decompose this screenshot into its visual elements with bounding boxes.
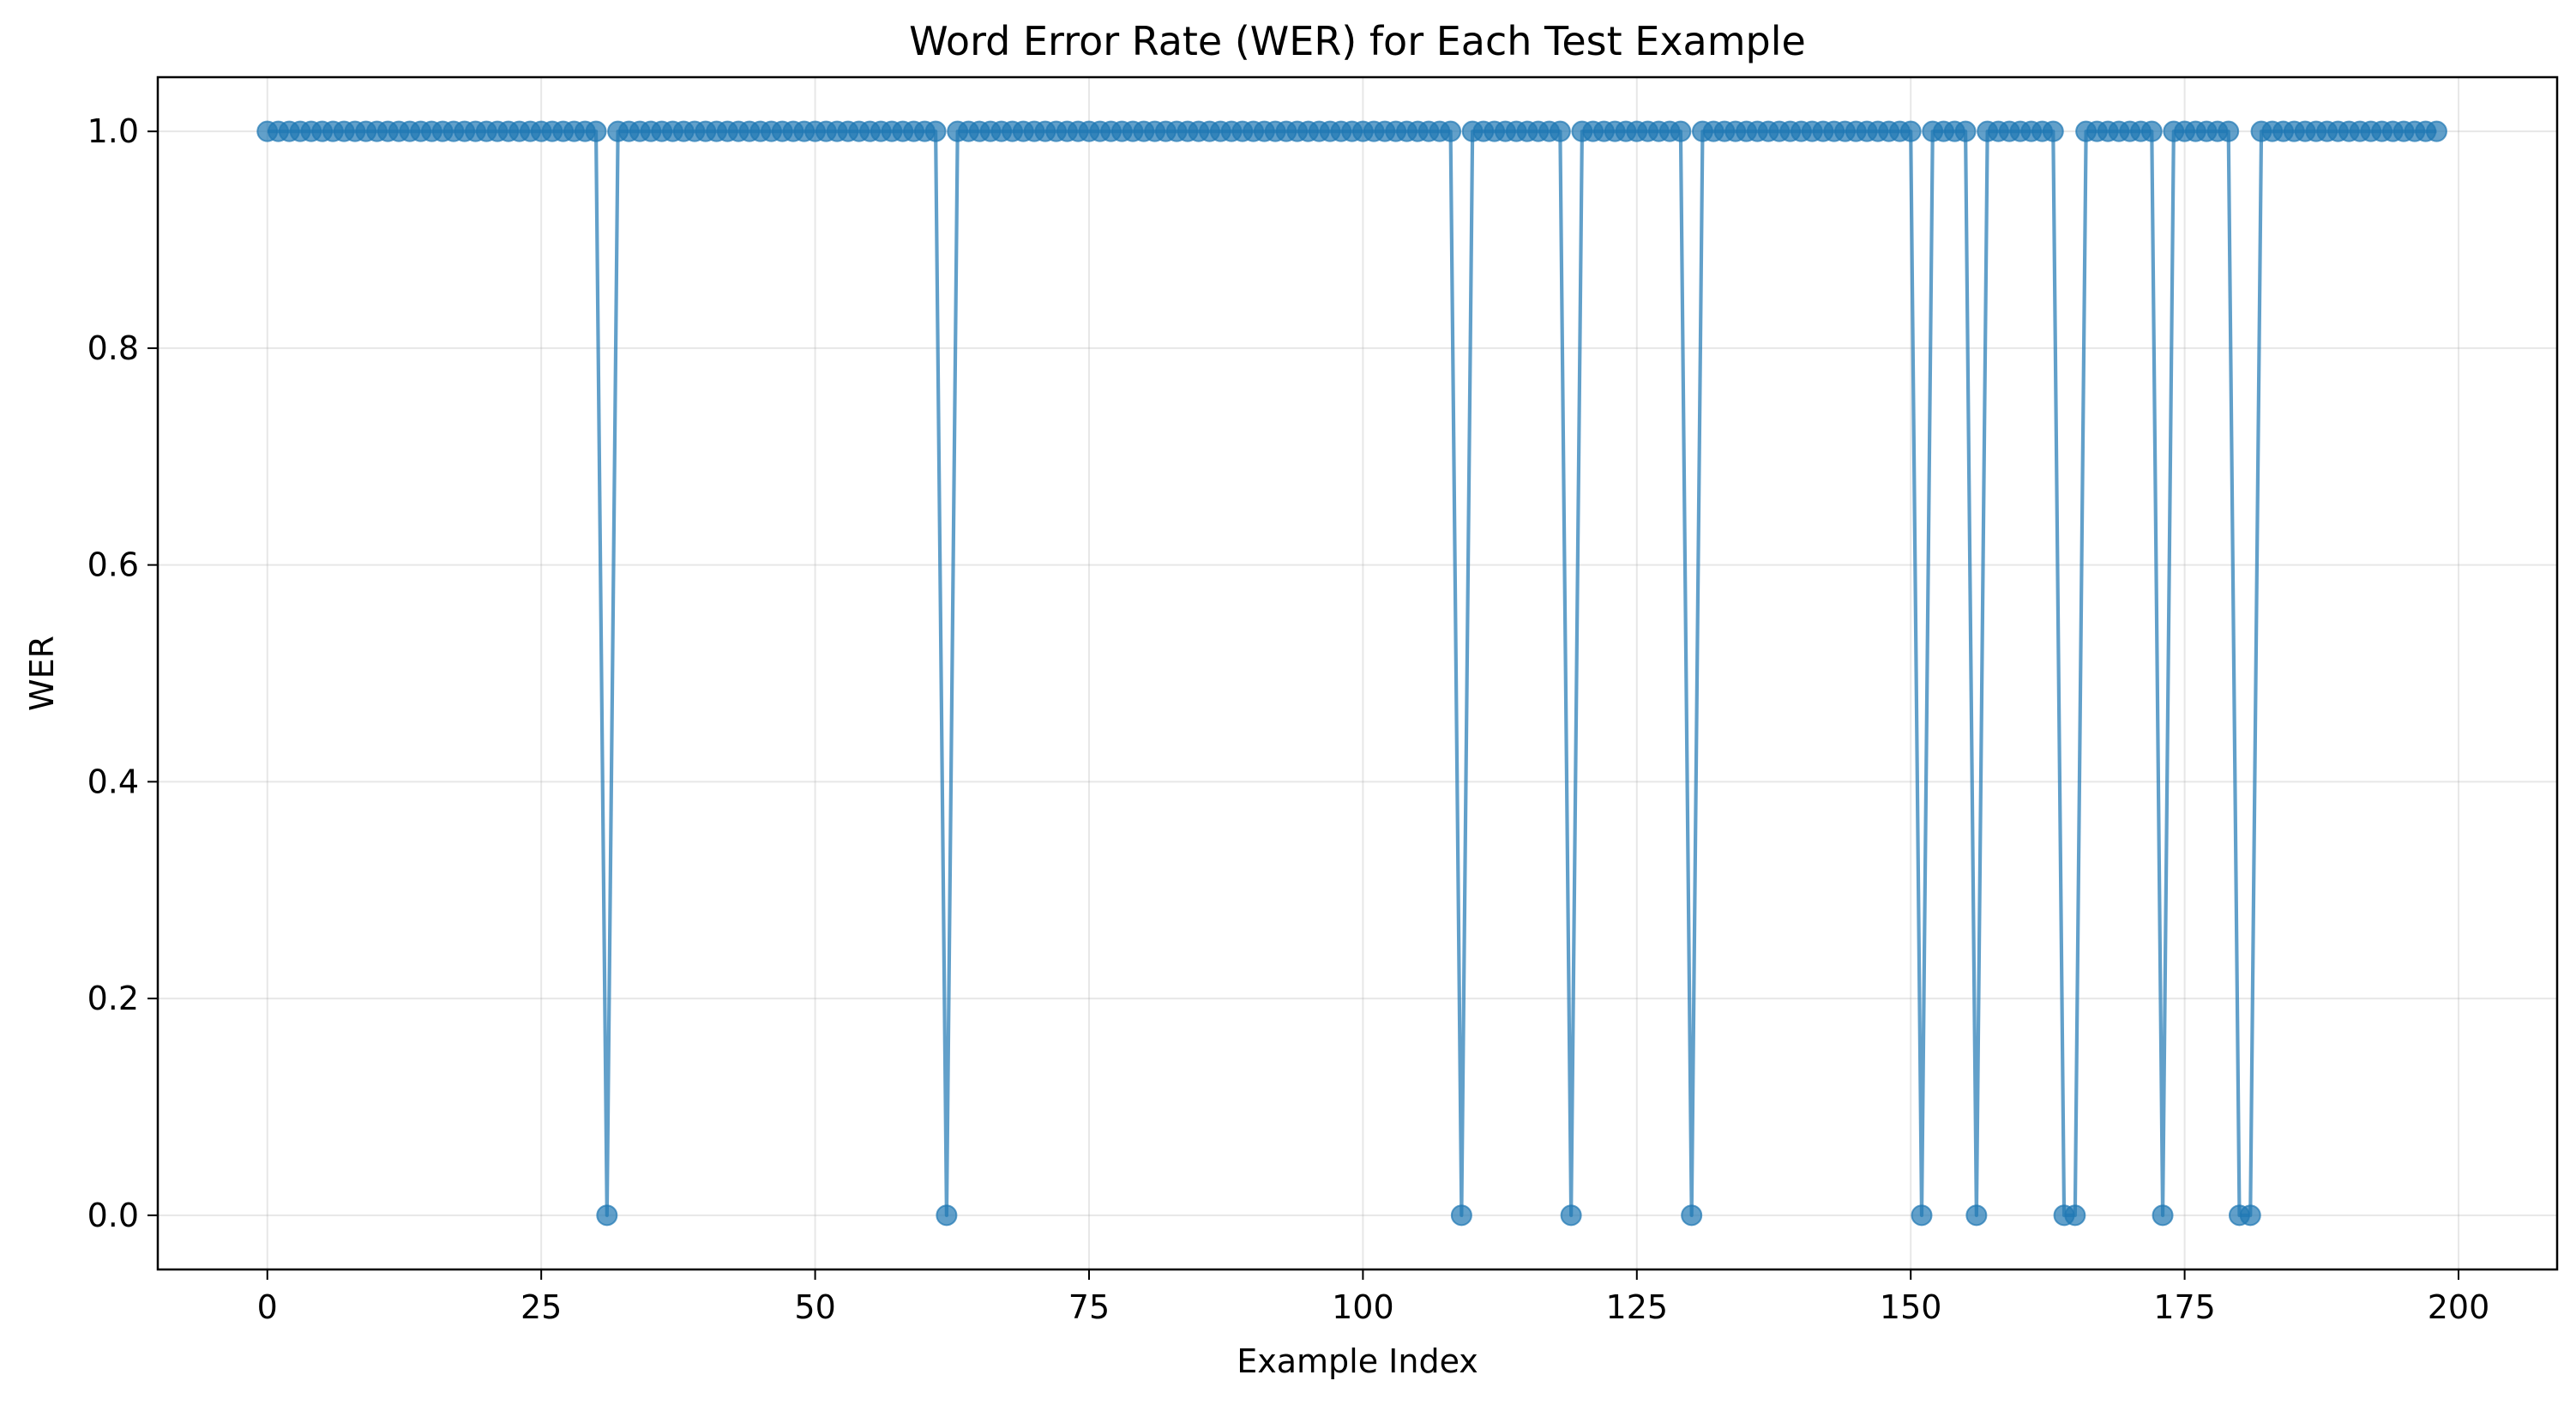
data-point <box>2239 1204 2261 1227</box>
data-point <box>1954 120 1977 142</box>
data-point <box>585 120 607 142</box>
x-tick-label: 100 <box>1332 1288 1394 1326</box>
y-tick-label: 1.0 <box>87 112 139 150</box>
x-tick-label: 50 <box>794 1288 835 1326</box>
x-tick-label: 175 <box>2153 1288 2216 1326</box>
data-point <box>1899 120 1922 142</box>
data-point <box>1560 1204 1582 1227</box>
data-point <box>1549 120 1571 142</box>
y-tick-label: 0.8 <box>87 329 139 367</box>
data-point <box>2064 1204 2086 1227</box>
x-tick-label: 25 <box>521 1288 562 1326</box>
data-point <box>2218 120 2240 142</box>
chart-title: Word Error Rate (WER) for Each Test Exam… <box>909 18 1806 64</box>
y-tick-label: 0.0 <box>87 1197 139 1234</box>
data-point <box>1450 1204 1472 1227</box>
x-tick-label: 150 <box>1880 1288 1942 1326</box>
plot-frame <box>156 75 2559 1271</box>
data-point <box>1670 120 1692 142</box>
data-point <box>1440 120 1462 142</box>
data-point <box>1965 1204 1988 1227</box>
y-tick-label: 0.4 <box>87 763 139 800</box>
data-point <box>936 1204 958 1227</box>
data-point <box>1681 1204 1703 1227</box>
x-axis-title: Example Index <box>1237 1342 1478 1380</box>
y-tick-label: 0.2 <box>87 980 139 1017</box>
data-point <box>2425 120 2447 142</box>
x-tick-label: 75 <box>1068 1288 1110 1326</box>
x-tick-label: 0 <box>257 1288 278 1326</box>
x-tick-label: 200 <box>2428 1288 2490 1326</box>
y-tick-label: 0.6 <box>87 546 139 584</box>
data-point <box>2140 120 2163 142</box>
axis-ticks: 0 25 50 75 100 125 150 175 200 0.0 0.2 0.4 0.6 0.8 1.0 <box>87 112 2490 1326</box>
data-point <box>2152 1204 2174 1227</box>
x-tick-label: 125 <box>1606 1288 1669 1326</box>
y-axis-title: WER <box>23 636 61 711</box>
data-point <box>1911 1204 1933 1227</box>
data-point <box>924 120 947 142</box>
data-point <box>596 1204 618 1227</box>
data-point <box>2042 120 2064 142</box>
series-wer <box>256 120 2447 1227</box>
